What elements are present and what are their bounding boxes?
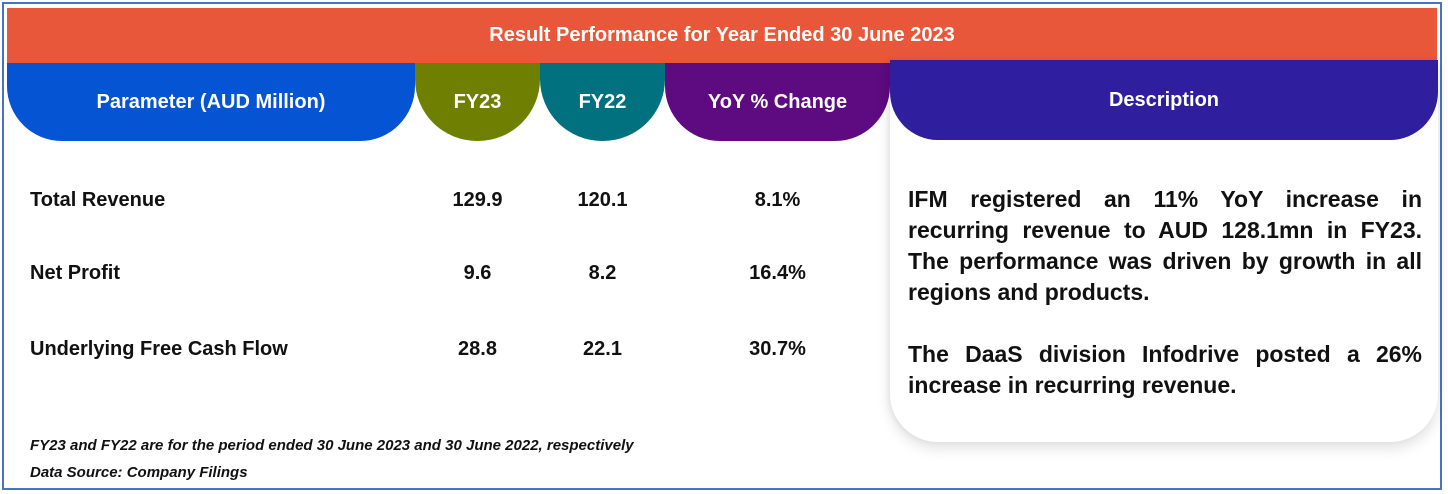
description-card: Description IFM registered an 11% YoY in… (890, 60, 1438, 442)
row-label: Underlying Free Cash Flow (30, 338, 288, 360)
row-fy22-value: 8.2 (588, 262, 617, 284)
header-parameter: Parameter (AUD Million) (7, 63, 415, 141)
header-description: Description (890, 60, 1438, 140)
table-row: Underlying Free Cash Flow 28.8 22.1 30.7… (0, 338, 880, 368)
row-fy23-value: 28.8 (458, 338, 497, 360)
row-yoy-value: 8.1% (754, 189, 801, 211)
description-paragraph: The DaaS division Infodrive posted a 26%… (908, 341, 1422, 398)
row-fy23-value: 9.6 (463, 262, 492, 284)
row-yoy-value: 30.7% (749, 338, 806, 360)
table-title: Result Performance for Year Ended 30 Jun… (7, 8, 1437, 63)
row-yoy-value: 16.4% (749, 262, 806, 284)
description-paragraph: IFM registered an 11% YoY increase in re… (908, 186, 1422, 305)
period-note: FY23 and FY22 are for the period ended 3… (30, 437, 634, 454)
row-label: Net Profit (30, 262, 120, 284)
row-fy23-value: 129.9 (452, 189, 503, 211)
row-label: Total Revenue (30, 189, 166, 211)
row-fy22-value: 120.1 (577, 189, 628, 211)
source-note: Data Source: Company Filings (30, 464, 248, 481)
description-text: IFM registered an 11% YoY increase in re… (908, 184, 1422, 432)
table-row: Net Profit 9.6 8.2 16.4% (0, 262, 880, 292)
table-row: Total Revenue 129.9 120.1 8.1% (0, 189, 880, 219)
row-fy22-value: 22.1 (583, 338, 622, 360)
header-yoy-change: YoY % Change (665, 63, 890, 141)
